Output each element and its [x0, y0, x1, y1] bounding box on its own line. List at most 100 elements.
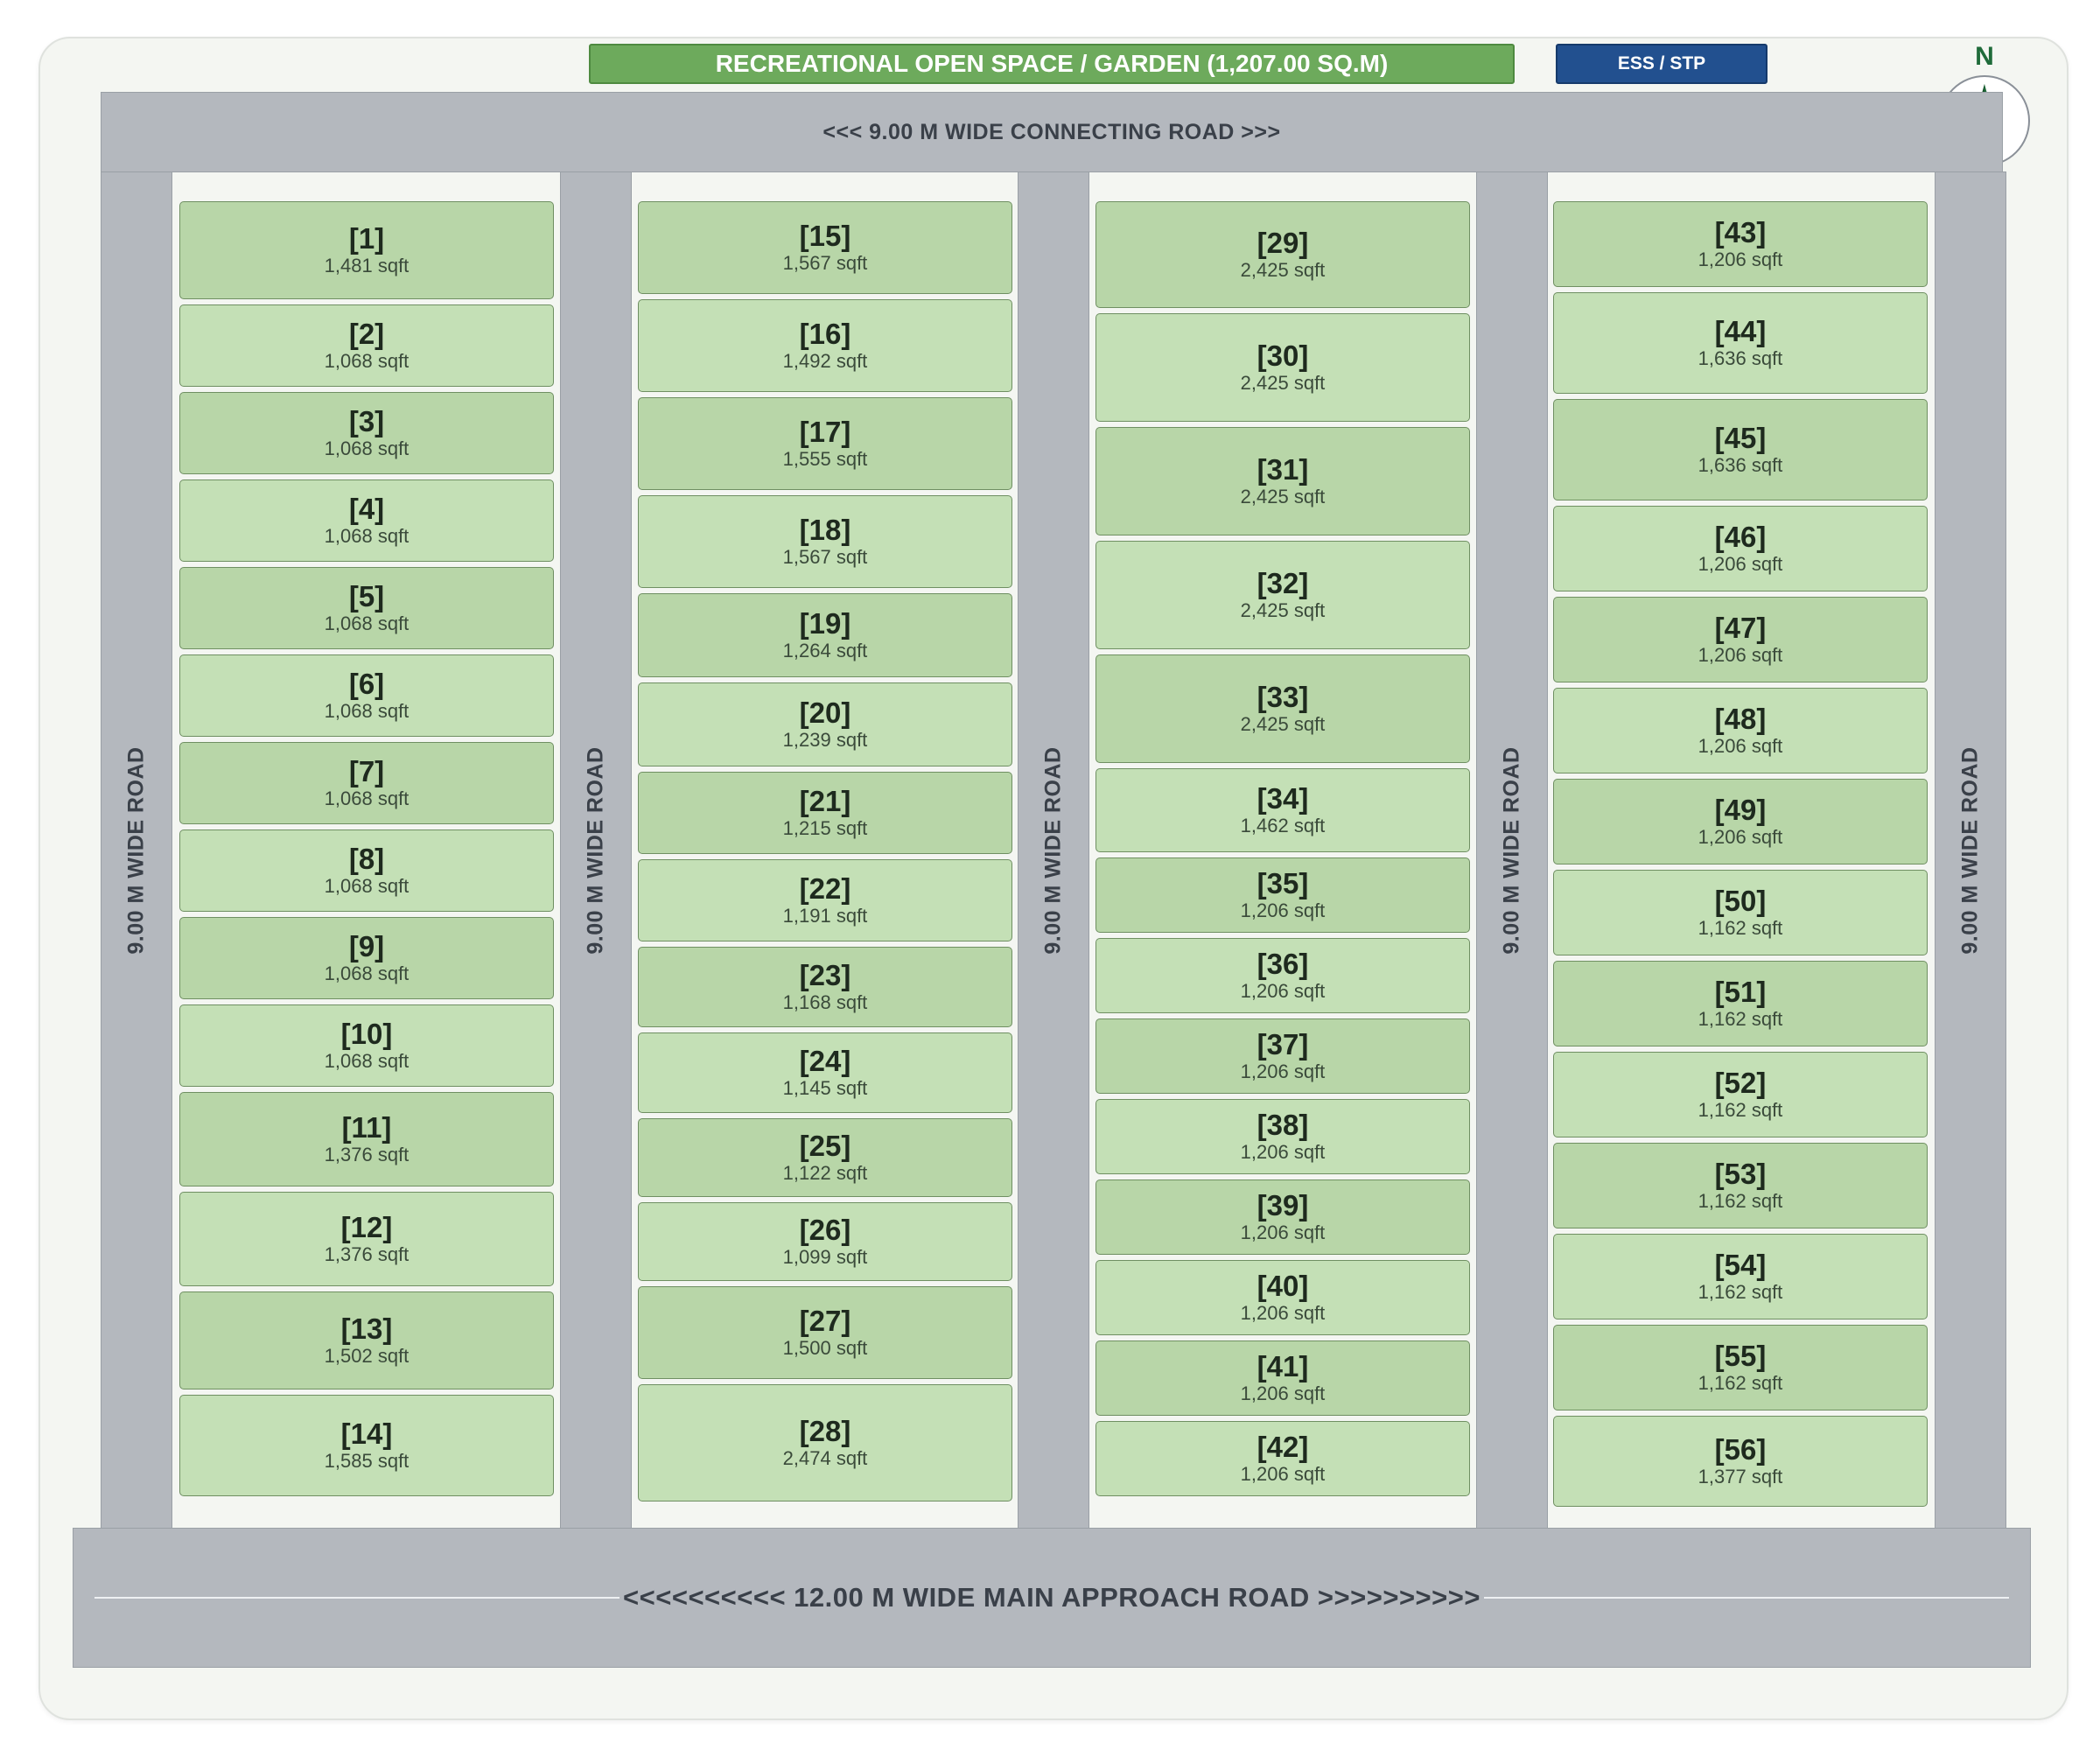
plot-area: 1,215 sqft: [782, 817, 868, 839]
plot[interactable]: [37] 1,206 sqft: [1096, 1018, 1470, 1094]
plot-area: 1,168 sqft: [782, 991, 868, 1013]
plot[interactable]: [46] 1,206 sqft: [1553, 506, 1928, 592]
plot[interactable]: [23] 1,168 sqft: [638, 947, 1012, 1027]
plot-area: 1,481 sqft: [324, 255, 410, 276]
plot-area: 1,206 sqft: [1240, 1222, 1326, 1243]
plot[interactable]: [7] 1,068 sqft: [179, 742, 554, 824]
plot[interactable]: [17] 1,555 sqft: [638, 397, 1012, 490]
vertical-road-label: 9.00 M WIDE ROAD: [1499, 746, 1524, 955]
plot[interactable]: [18] 1,567 sqft: [638, 495, 1012, 588]
plot-number: [50]: [1714, 885, 1767, 917]
plot[interactable]: [47] 1,206 sqft: [1553, 597, 1928, 682]
plot[interactable]: [31] 2,425 sqft: [1096, 427, 1470, 536]
plot[interactable]: [1] 1,481 sqft: [179, 201, 554, 299]
plot[interactable]: [54] 1,162 sqft: [1553, 1234, 1928, 1320]
plot[interactable]: [24] 1,145 sqft: [638, 1032, 1012, 1113]
plot[interactable]: [29] 2,425 sqft: [1096, 201, 1470, 308]
plot-area: 1,068 sqft: [324, 962, 410, 984]
plot[interactable]: [21] 1,215 sqft: [638, 772, 1012, 854]
plot[interactable]: [32] 2,425 sqft: [1096, 541, 1470, 649]
main-road-label: <<<<<<<<<< 12.00 M WIDE MAIN APPROACH RO…: [74, 1529, 2030, 1667]
plot[interactable]: [20] 1,239 sqft: [638, 682, 1012, 766]
plot-area: 2,425 sqft: [1240, 713, 1326, 735]
plot[interactable]: [53] 1,162 sqft: [1553, 1143, 1928, 1228]
plot[interactable]: [6] 1,068 sqft: [179, 654, 554, 737]
plot[interactable]: [25] 1,122 sqft: [638, 1118, 1012, 1197]
plot[interactable]: [51] 1,162 sqft: [1553, 961, 1928, 1046]
plot[interactable]: [5] 1,068 sqft: [179, 567, 554, 649]
plot[interactable]: [19] 1,264 sqft: [638, 593, 1012, 677]
plot[interactable]: [3] 1,068 sqft: [179, 392, 554, 474]
plot[interactable]: [4] 1,068 sqft: [179, 480, 554, 562]
plot-area: 1,068 sqft: [324, 438, 410, 459]
plot-number: [28]: [799, 1415, 851, 1447]
plot-number: [39]: [1256, 1189, 1309, 1222]
plot-area: 1,500 sqft: [782, 1337, 868, 1359]
plot-area: 1,206 sqft: [1698, 644, 1783, 666]
plot[interactable]: [48] 1,206 sqft: [1553, 688, 1928, 774]
plot-area: 1,206 sqft: [1240, 1141, 1326, 1163]
plot[interactable]: [34] 1,462 sqft: [1096, 768, 1470, 852]
plot[interactable]: [10] 1,068 sqft: [179, 1004, 554, 1087]
plot-number: [19]: [799, 607, 851, 640]
plot[interactable]: [30] 2,425 sqft: [1096, 313, 1470, 422]
plot-number: [48]: [1714, 703, 1767, 735]
plot[interactable]: [15] 1,567 sqft: [638, 201, 1012, 294]
plot[interactable]: [55] 1,162 sqft: [1553, 1325, 1928, 1410]
plot-number: [22]: [799, 872, 851, 905]
plot-area: 1,264 sqft: [782, 640, 868, 662]
plot[interactable]: [13] 1,502 sqft: [179, 1292, 554, 1390]
plot[interactable]: [40] 1,206 sqft: [1096, 1260, 1470, 1335]
plot[interactable]: [42] 1,206 sqft: [1096, 1421, 1470, 1496]
plot-area: 1,068 sqft: [324, 788, 410, 809]
vertical-road-label: 9.00 M WIDE ROAD: [123, 746, 149, 955]
plot-area: 1,377 sqft: [1698, 1466, 1783, 1488]
plot[interactable]: [35] 1,206 sqft: [1096, 858, 1470, 933]
plot[interactable]: [27] 1,500 sqft: [638, 1286, 1012, 1379]
plot-area: 1,068 sqft: [324, 875, 410, 897]
plot[interactable]: [12] 1,376 sqft: [179, 1192, 554, 1286]
plot[interactable]: [39] 1,206 sqft: [1096, 1180, 1470, 1255]
plot-number: [2]: [348, 318, 385, 350]
plot[interactable]: [49] 1,206 sqft: [1553, 779, 1928, 864]
plot[interactable]: [33] 2,425 sqft: [1096, 654, 1470, 763]
plot-area: 1,206 sqft: [1240, 980, 1326, 1002]
plot-number: [37]: [1256, 1028, 1309, 1060]
plot-area: 1,162 sqft: [1698, 1008, 1783, 1030]
plot-area: 1,555 sqft: [782, 448, 868, 470]
plot-area: 1,162 sqft: [1698, 1190, 1783, 1212]
plot[interactable]: [2] 1,068 sqft: [179, 304, 554, 387]
plot[interactable]: [14] 1,585 sqft: [179, 1395, 554, 1496]
plot[interactable]: [8] 1,068 sqft: [179, 830, 554, 912]
main-road-label-text: <<<<<<<<<< 12.00 M WIDE MAIN APPROACH RO…: [620, 1582, 1484, 1614]
plot-area: 1,145 sqft: [782, 1077, 868, 1099]
vertical-road-3: 9.00 M WIDE ROAD: [1018, 172, 1089, 1530]
plot-number: [46]: [1714, 521, 1767, 553]
plot[interactable]: [45] 1,636 sqft: [1553, 399, 1928, 500]
plot[interactable]: [28] 2,474 sqft: [638, 1384, 1012, 1502]
plot-area: 1,068 sqft: [324, 700, 410, 722]
plot[interactable]: [56] 1,377 sqft: [1553, 1416, 1928, 1507]
plot-number: [56]: [1714, 1433, 1767, 1466]
plot-area: 1,162 sqft: [1698, 1099, 1783, 1121]
plot-number: [43]: [1714, 216, 1767, 248]
plot[interactable]: [52] 1,162 sqft: [1553, 1052, 1928, 1138]
plot[interactable]: [36] 1,206 sqft: [1096, 938, 1470, 1013]
plot[interactable]: [11] 1,376 sqft: [179, 1092, 554, 1186]
plot-number: [18]: [799, 514, 851, 546]
plot-number: [17]: [799, 416, 851, 448]
plot-area: 1,206 sqft: [1698, 826, 1783, 848]
plot-area: 1,206 sqft: [1240, 1382, 1326, 1404]
plot[interactable]: [44] 1,636 sqft: [1553, 292, 1928, 394]
plot[interactable]: [43] 1,206 sqft: [1553, 201, 1928, 287]
plot[interactable]: [50] 1,162 sqft: [1553, 870, 1928, 956]
plot-area: 1,502 sqft: [324, 1345, 410, 1367]
plot[interactable]: [9] 1,068 sqft: [179, 917, 554, 999]
plot-area: 1,492 sqft: [782, 350, 868, 372]
plot[interactable]: [22] 1,191 sqft: [638, 859, 1012, 942]
plot[interactable]: [41] 1,206 sqft: [1096, 1340, 1470, 1416]
plot[interactable]: [38] 1,206 sqft: [1096, 1099, 1470, 1174]
plot[interactable]: [16] 1,492 sqft: [638, 299, 1012, 392]
plot-number: [44]: [1714, 315, 1767, 347]
plot[interactable]: [26] 1,099 sqft: [638, 1202, 1012, 1281]
